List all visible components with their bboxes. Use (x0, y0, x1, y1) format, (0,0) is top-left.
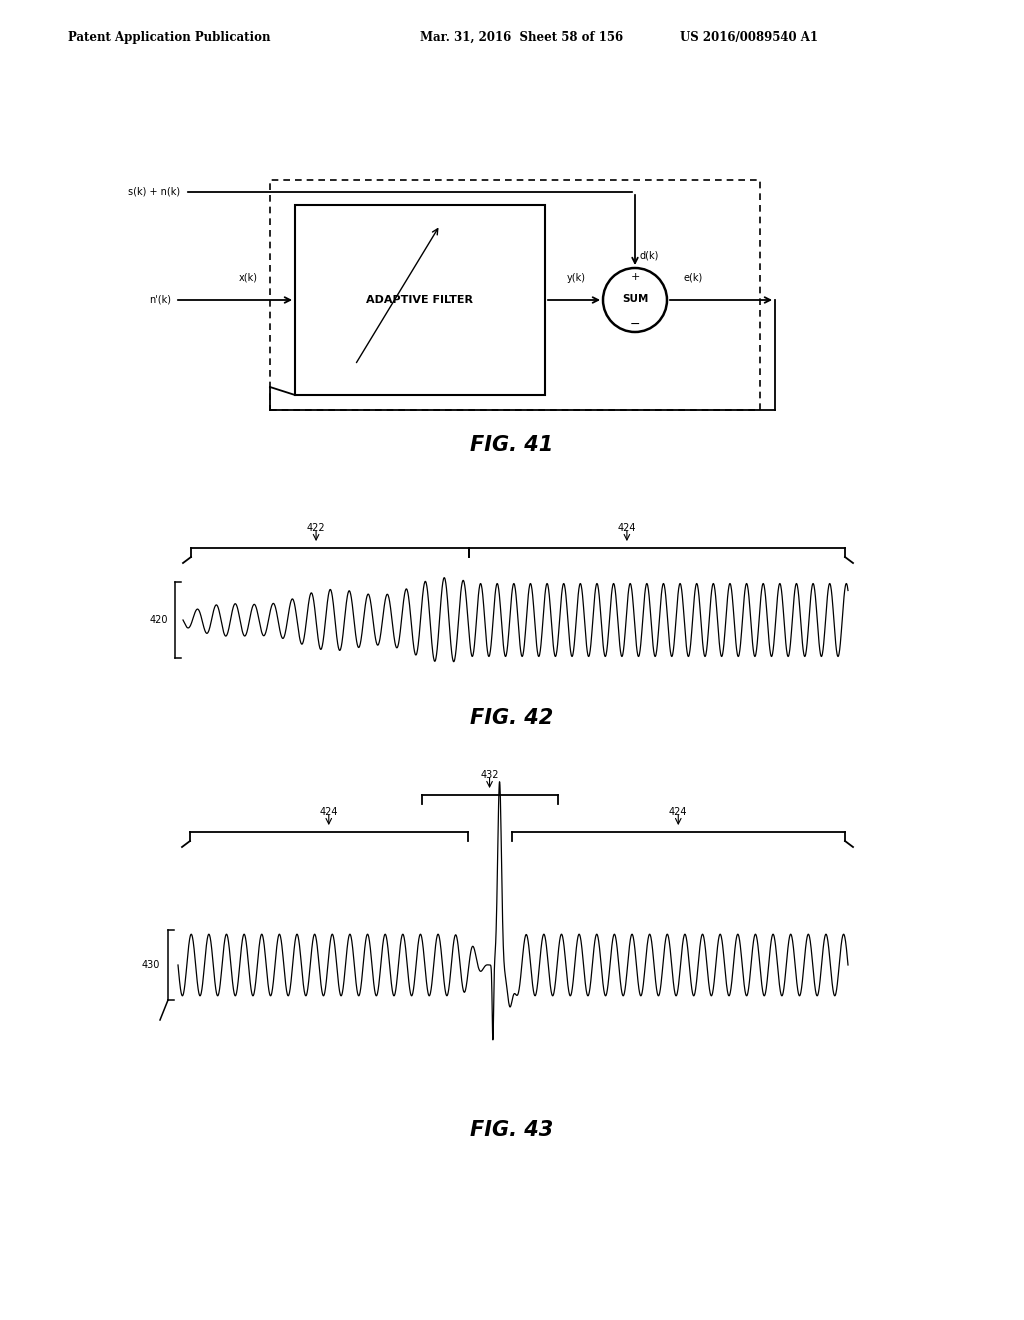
Circle shape (603, 268, 667, 333)
Text: FIG. 42: FIG. 42 (470, 708, 554, 729)
Text: 422: 422 (307, 523, 326, 533)
Text: 420: 420 (150, 615, 168, 624)
Text: −: − (630, 318, 640, 330)
Text: 424: 424 (669, 807, 687, 817)
Text: x(k): x(k) (239, 273, 257, 282)
Text: 430: 430 (141, 960, 160, 970)
Text: ADAPTIVE FILTER: ADAPTIVE FILTER (367, 294, 473, 305)
Text: y(k): y(k) (566, 273, 586, 282)
Text: SUM: SUM (622, 294, 648, 304)
Text: 424: 424 (319, 807, 338, 817)
Text: e(k): e(k) (683, 273, 702, 282)
Text: d(k): d(k) (640, 251, 659, 261)
Text: FIG. 43: FIG. 43 (470, 1119, 554, 1140)
Text: US 2016/0089540 A1: US 2016/0089540 A1 (680, 30, 818, 44)
Text: +: + (631, 272, 640, 282)
Text: FIG. 41: FIG. 41 (470, 436, 554, 455)
Text: Patent Application Publication: Patent Application Publication (68, 30, 270, 44)
Text: Mar. 31, 2016  Sheet 58 of 156: Mar. 31, 2016 Sheet 58 of 156 (420, 30, 624, 44)
Text: n'(k): n'(k) (150, 294, 171, 305)
Text: 424: 424 (617, 523, 636, 533)
Bar (270, 180, 760, 411)
Text: s(k) + n(k): s(k) + n(k) (128, 187, 180, 197)
Text: 432: 432 (480, 770, 499, 780)
Bar (295, 205, 545, 395)
